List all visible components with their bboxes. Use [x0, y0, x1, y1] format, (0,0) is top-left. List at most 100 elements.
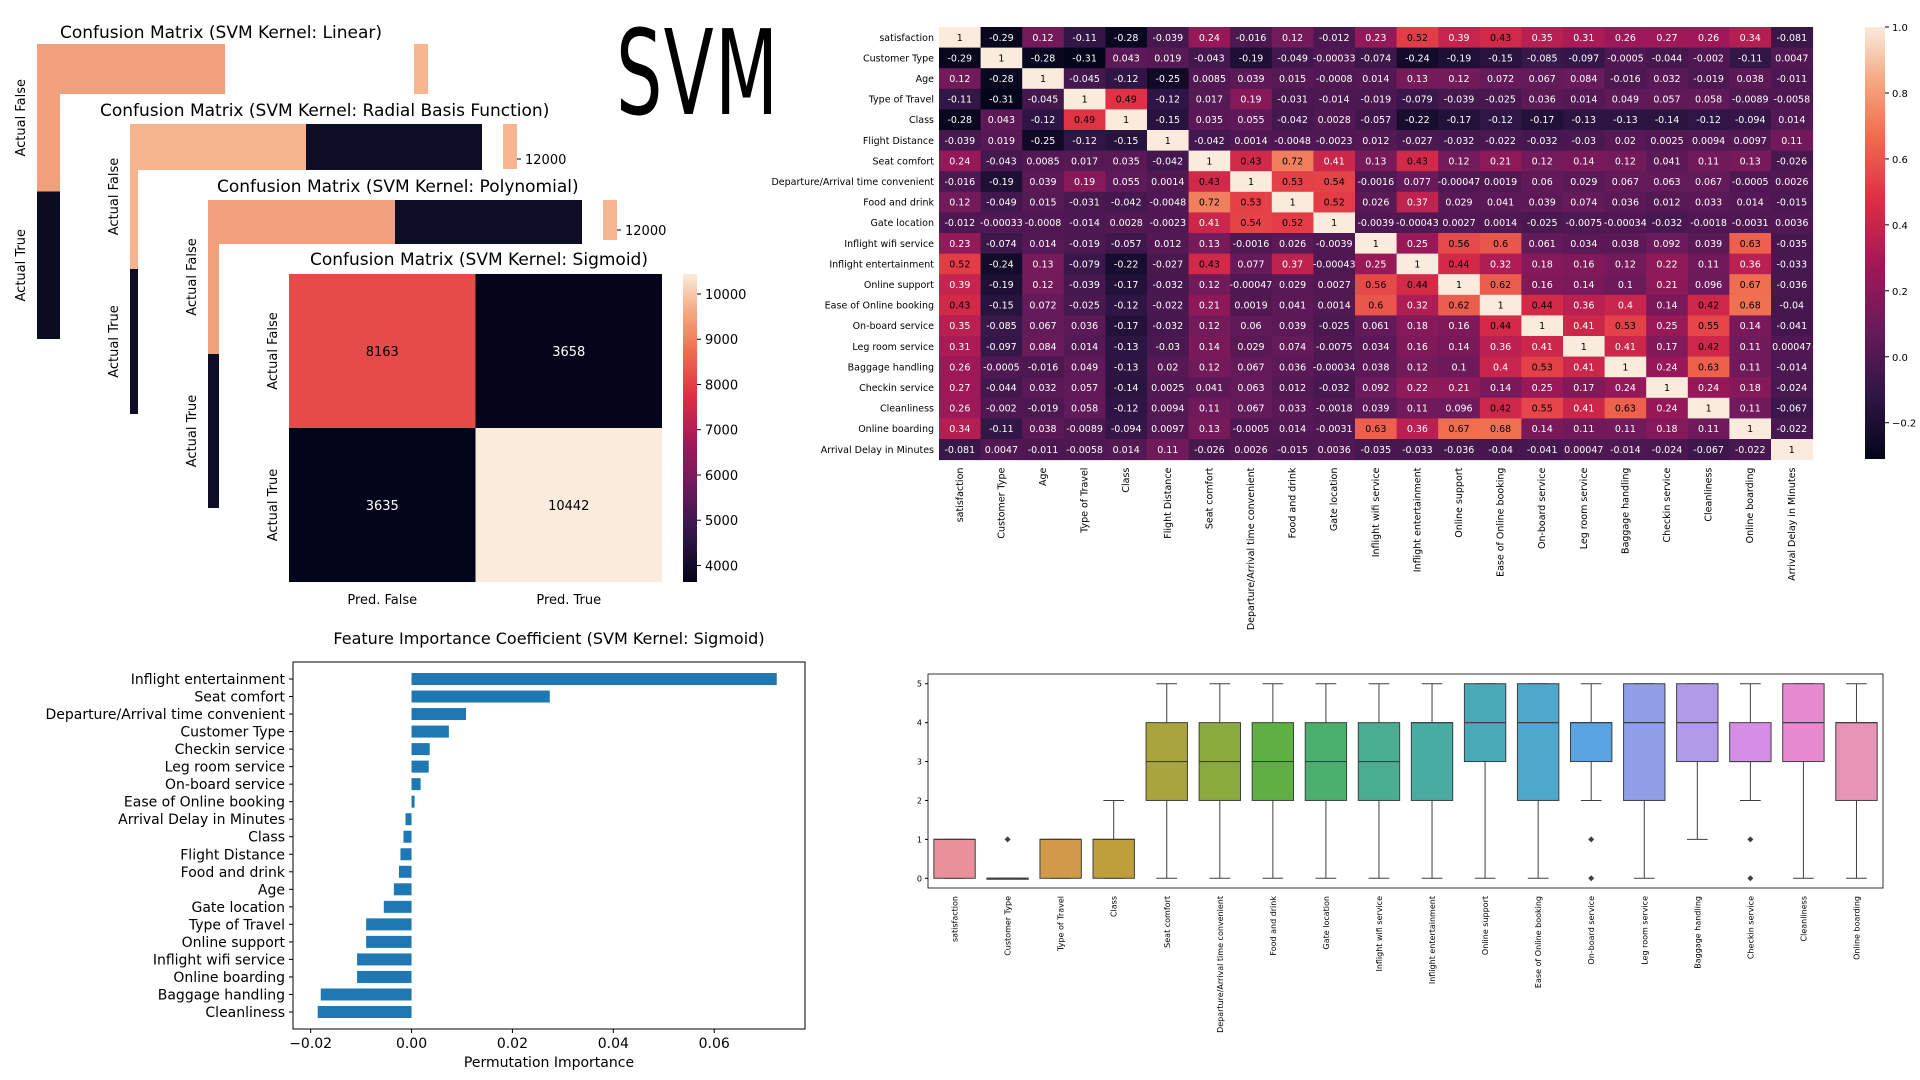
heatmap-cell	[1604, 377, 1647, 399]
box-category-label: Baggage handling	[1693, 896, 1702, 969]
heatmap-cell	[1396, 212, 1439, 234]
heatmap-cell-label: 0.42	[1698, 301, 1719, 312]
bar	[366, 935, 412, 948]
heatmap-cell-label: 0.27	[949, 383, 970, 394]
heatmap-cell-label: 0.06	[1532, 177, 1553, 188]
heatmap-cell-label: 0.41	[1615, 342, 1636, 353]
heatmap-cell	[1646, 274, 1689, 296]
heatmap-cell	[1646, 150, 1689, 172]
heatmap-cell	[1355, 294, 1398, 316]
heatmap-cell-label: -0.25	[1031, 136, 1056, 147]
heatmap-cell	[1355, 274, 1398, 296]
heatmap-cell-label: -0.032	[1527, 136, 1558, 147]
colorbar-tick-label: 12000	[625, 224, 666, 239]
heatmap-cell-label: 0.061	[1529, 239, 1556, 250]
heatmap-cell-label: 0.00047	[1564, 445, 1603, 456]
heatmap-cell-label: 0.19	[1074, 177, 1095, 188]
heatmap-cell-label: -0.033	[1402, 445, 1433, 456]
heatmap-cell	[1063, 356, 1106, 378]
heatmap-cell-label: -0.00043	[1313, 259, 1356, 270]
heatmap-cell	[1563, 27, 1606, 49]
box-category-label: Leg room service	[1640, 896, 1649, 965]
heatmap-cell-label: -0.28	[1031, 53, 1056, 64]
heatmap-cell	[980, 315, 1023, 337]
heatmap-cell	[1521, 233, 1564, 255]
heatmap-cell	[1771, 439, 1814, 461]
boxplot-chart: 0 1 2 3 4 5 satisfaction Customer Type Type of T…	[917, 673, 1884, 1033]
ytick-label: 0	[917, 874, 922, 883]
heatmap-cell-label: -0.019	[1360, 95, 1391, 106]
heatmap-cell-label: 0.12	[1199, 280, 1220, 291]
heatmap-cell-label: 0.017	[1071, 156, 1098, 167]
heatmap-cell	[939, 130, 982, 152]
heatmap-cell-label: 0.44	[1532, 301, 1553, 312]
heatmap-cell	[1105, 274, 1148, 296]
heatmap-cell	[980, 109, 1023, 131]
heatmap-cell	[1063, 88, 1106, 110]
cm-title: Confusion Matrix (SVM Kernel: Radial Bas…	[100, 101, 549, 121]
heatmap-cell	[1105, 356, 1148, 378]
heatmap-cell	[1438, 150, 1481, 172]
heatmap-cell	[980, 150, 1023, 172]
heatmap-ylabel: satisfaction	[879, 33, 934, 44]
heatmap-cell	[939, 150, 982, 172]
heatmap-cell	[1563, 294, 1606, 316]
heatmap-cell-label: 0.014	[1113, 445, 1140, 456]
heatmap-cell-label: 0.041	[1196, 383, 1223, 394]
heatmap-cell-label: 0.0028	[1110, 218, 1143, 229]
heatmap-cell-label: 0.43	[1199, 177, 1220, 188]
heatmap-cell	[1188, 109, 1231, 131]
heatmap-cell-label: 0.68	[1740, 301, 1761, 312]
heatmap-cell-label: 0.32	[1407, 301, 1428, 312]
heatmap-cell-label: 1	[998, 53, 1004, 64]
heatmap-cell	[1687, 47, 1730, 69]
heatmap-cell-label: -0.0005	[1732, 177, 1769, 188]
heatmap-cell-label: -0.067	[1693, 445, 1724, 456]
heatmap-cell	[1729, 336, 1772, 358]
heatmap-cell-label: 1	[1456, 280, 1462, 291]
heatmap-cell	[1479, 109, 1522, 131]
heatmap-cell	[1479, 356, 1522, 378]
heatmap-cell-label: 0.039	[1029, 177, 1056, 188]
heatmap-cell	[1313, 27, 1356, 49]
heatmap-cell	[1105, 68, 1148, 90]
heatmap-xlabel: Type of Travel	[1080, 468, 1091, 534]
box	[1729, 722, 1772, 763]
heatmap-cell	[1063, 109, 1106, 131]
heatmap-cell-label: 0.02	[1157, 362, 1178, 373]
box	[1835, 722, 1878, 801]
heatmap-cell	[1355, 212, 1398, 234]
heatmap-cell	[980, 171, 1023, 193]
heatmap-cell	[1729, 27, 1772, 49]
heatmap-cell-label: -0.0058	[1773, 95, 1810, 106]
heatmap-cell	[1188, 274, 1231, 296]
colorbar-tick-label: 7000	[705, 424, 738, 439]
heatmap-cell-label: -0.14	[1655, 115, 1680, 126]
cm-xlabel: Pred. True	[536, 593, 601, 608]
heatmap-cell	[1147, 253, 1190, 275]
heatmap-cell-label: 0.067	[1695, 177, 1722, 188]
heatmap-ylabel: Age	[916, 74, 935, 85]
heatmap-cell-label: 0.13	[1032, 259, 1053, 270]
heatmap-cell-label: -0.022	[1485, 136, 1516, 147]
heatmap-cell	[1188, 191, 1231, 213]
box-flier	[1747, 836, 1754, 843]
heatmap-cell	[939, 418, 982, 440]
heatmap-cell	[1271, 315, 1314, 337]
heatmap-cell	[1355, 88, 1398, 110]
heatmap-cell-label: 0.36	[1407, 424, 1428, 435]
confusion-matrix-4: Confusion Matrix (SVM Kernel: Sigmoid) 81…	[219, 244, 746, 627]
heatmap-cell-label: 1	[1581, 342, 1587, 353]
heatmap-cell-label: -0.014	[1319, 95, 1350, 106]
heatmap-cell	[1022, 377, 1065, 399]
heatmap-cell-label: 0.096	[1695, 280, 1722, 291]
heatmap-cell-label: 0.26	[949, 362, 970, 373]
heatmap-cell	[1105, 336, 1148, 358]
heatmap-cell	[1313, 274, 1356, 296]
bar-category-label: Checkin service	[175, 742, 285, 758]
heatmap-cell-label: 0.22	[1656, 259, 1677, 270]
heatmap-cell	[1687, 233, 1730, 255]
heatmap-cell	[1313, 233, 1356, 255]
heatmap-cell-label: -0.002	[986, 404, 1017, 415]
heatmap-cell-label: -0.11	[948, 95, 973, 106]
